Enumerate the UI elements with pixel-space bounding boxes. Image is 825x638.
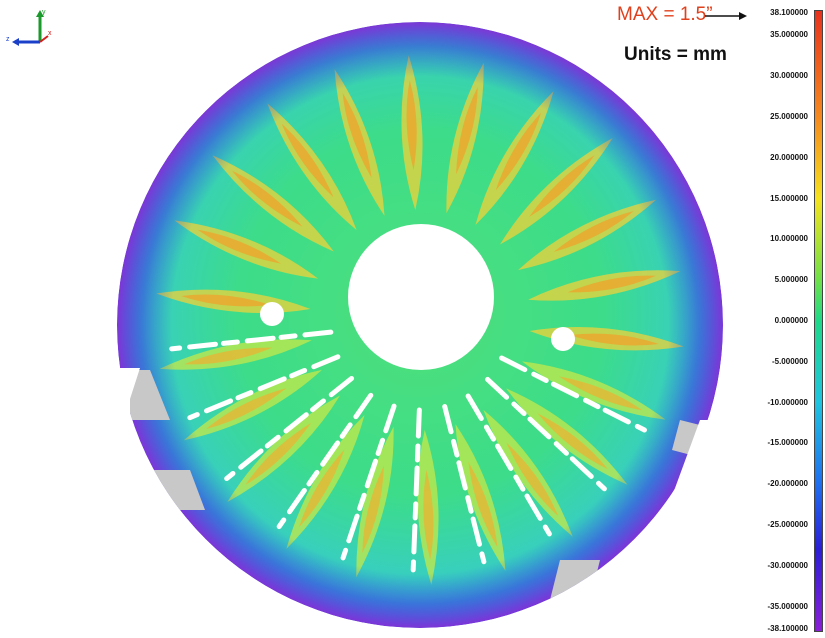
color-scale-tick-label: -38.100000 [767,624,808,633]
max-arrow-icon [705,12,747,20]
color-scale-tick-label: 35.000000 [770,30,808,40]
z-axis-label: z [6,36,10,43]
units-annotation: Units = mm [624,44,727,65]
gray-region-bottom-left [185,560,245,600]
color-scale-bar [814,10,823,632]
color-scale-tick-label: -35.000000 [767,601,808,611]
part-surface [117,22,723,628]
color-scale-tick-label: -30.000000 [767,560,808,570]
color-scale-tick-label: 5.000000 [774,275,808,285]
color-scale-tick-label: -15.000000 [767,438,808,448]
color-scale-tick-label: -10.000000 [767,397,808,407]
color-scale-tick-label: 20.000000 [770,152,808,162]
bolt-hole-right [551,327,575,351]
y-axis-label: y [42,9,46,16]
x-axis-label: x [48,30,52,37]
clip-edge-left [105,368,140,430]
color-scale-tick-label: 30.000000 [770,71,808,81]
clipped-corner-right [620,420,825,638]
color-scale-tick-label: -25.000000 [767,520,808,530]
color-scale-tick-label: 0.000000 [774,316,808,325]
color-scale-tick-label: 10.000000 [770,234,808,244]
max-annotation: MAX = 1.5” [617,4,713,25]
color-scale-tick-label: -5.000000 [771,356,808,366]
clipped-corner-left [0,368,130,638]
color-scale-tick-label: 38.100000 [770,8,808,17]
bolt-hole-left [260,302,284,326]
color-scale-tick-label: 15.000000 [770,193,808,203]
color-scale-tick-label: -20.000000 [767,479,808,489]
x-axis-arrow [39,35,49,43]
color-scale-tick-label: 25.000000 [770,111,808,121]
center-hole [348,224,494,370]
axis-triad-icon: y z x [6,9,52,46]
